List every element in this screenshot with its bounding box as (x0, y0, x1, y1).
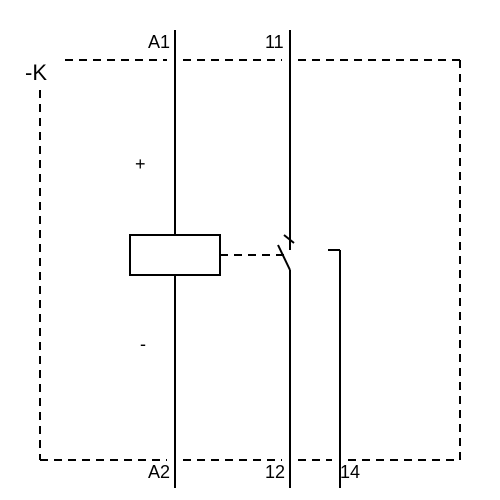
terminals-top: A1 11 (148, 30, 290, 60)
contact-branch (278, 60, 340, 460)
block-label: -K (25, 60, 47, 85)
terminal-label-12: 12 (265, 462, 285, 482)
relay-schematic: -K + - A1 11 A2 12 14 (0, 0, 500, 500)
polarity-minus: - (140, 334, 146, 354)
coil-symbol (130, 235, 220, 275)
terminal-label-11: 11 (265, 32, 284, 52)
coil-branch: + - (130, 60, 220, 460)
boundary-box (40, 60, 460, 460)
contact-arm (278, 245, 290, 270)
terminal-label-14: 14 (340, 462, 360, 482)
polarity-plus: + (135, 154, 146, 174)
terminal-label-A2: A2 (148, 462, 170, 482)
terminal-label-A1: A1 (148, 32, 170, 52)
terminals-bottom: A2 12 14 (148, 460, 360, 488)
